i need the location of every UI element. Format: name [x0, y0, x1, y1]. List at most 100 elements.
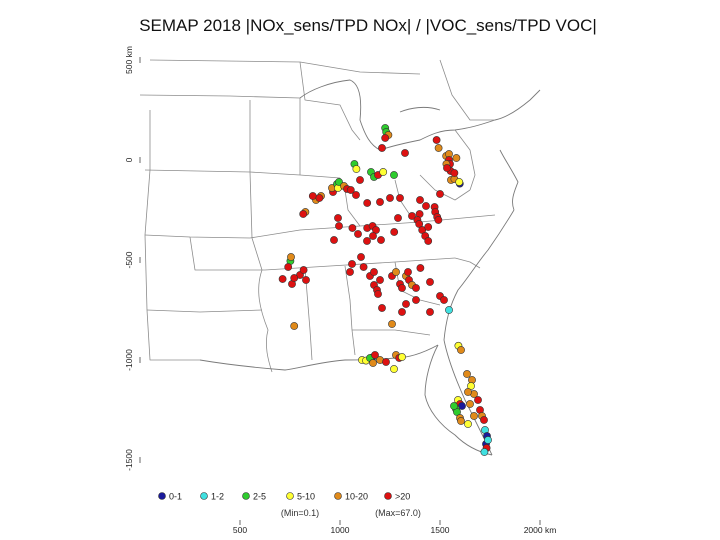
site-marker [386, 194, 394, 202]
site-marker [299, 266, 308, 274]
site-marker [369, 359, 377, 367]
map-title: SEMAP 2018 |NOx_sens/TPD NOx| / |VOC_sen… [139, 16, 597, 35]
site-marker [378, 144, 386, 152]
site-marker [426, 278, 434, 286]
site-marker [416, 196, 424, 204]
site-marker [424, 223, 433, 231]
site-marker [363, 199, 372, 207]
site-marker [392, 268, 400, 276]
site-marker [379, 168, 388, 176]
min-note: (Min=0.1) [281, 508, 319, 518]
site-marker [370, 268, 378, 276]
y-tick-label: -500 [124, 251, 134, 268]
legend-swatch [334, 492, 342, 500]
site-marker [346, 186, 355, 194]
legend-label: 0-1 [169, 492, 182, 502]
site-marker [426, 308, 434, 316]
site-marker [398, 284, 406, 292]
site-marker [284, 263, 293, 271]
y-tick-label: -1500 [124, 449, 134, 471]
site-marker [408, 212, 416, 220]
site-marker [376, 276, 384, 284]
site-marker [334, 214, 342, 222]
site-marker [457, 417, 465, 425]
site-marker [290, 274, 299, 282]
site-marker [390, 171, 398, 179]
site-marker [480, 448, 489, 456]
site-marker [348, 224, 357, 232]
site-marker [466, 400, 474, 408]
site-marker [424, 237, 433, 245]
site-marker [352, 165, 361, 173]
site-marker [394, 214, 402, 222]
y-tick-label: 500 km [124, 46, 134, 74]
site-marker [445, 306, 453, 314]
site-marker [450, 169, 459, 177]
site-marker [354, 230, 362, 238]
legend-label: 10-20 [345, 492, 368, 502]
legend-swatch [242, 492, 250, 500]
state-borders [139, 59, 541, 456]
site-marker [416, 264, 425, 272]
site-marker [464, 420, 472, 428]
legend-swatch [384, 492, 392, 500]
site-marker [302, 276, 310, 284]
legend-label: 1-2 [211, 492, 224, 502]
site-markers [278, 124, 492, 456]
site-marker [464, 388, 472, 396]
legend-label: 2-5 [253, 492, 266, 502]
legend: 0-1 1-2 2-5 5-10 10-20 >20 [158, 492, 410, 502]
site-marker [363, 237, 371, 245]
site-marker [357, 253, 365, 261]
site-marker [396, 194, 404, 202]
max-note: (Max=67.0) [375, 508, 421, 518]
site-marker [308, 192, 317, 200]
site-marker [412, 296, 420, 304]
site-marker [457, 346, 465, 354]
site-marker [434, 144, 443, 152]
site-marker [474, 396, 482, 404]
site-marker [388, 320, 396, 328]
site-marker [422, 202, 430, 210]
site-marker [315, 194, 324, 202]
site-marker [371, 351, 379, 359]
site-marker [455, 178, 464, 186]
site-marker [443, 164, 451, 172]
site-marker [484, 436, 492, 444]
x-axis: 500 1000 1500 2000 km [233, 520, 556, 535]
site-marker [434, 216, 443, 224]
site-marker [480, 416, 488, 424]
x-tick-label: 2000 km [524, 525, 557, 535]
site-marker [412, 284, 420, 292]
site-marker [382, 358, 390, 366]
plot-area: 500 km 0 -500 -1000 -1500 500 1000 1500 2000 km [124, 46, 556, 535]
x-tick-label: 1500 [431, 525, 450, 535]
site-marker [450, 402, 458, 410]
site-marker [374, 290, 382, 298]
site-marker [440, 296, 448, 304]
site-marker [381, 134, 390, 142]
site-marker [402, 300, 410, 308]
site-marker [278, 275, 287, 283]
site-marker [432, 136, 441, 144]
y-tick-label: 0 [124, 157, 134, 162]
x-tick-label: 500 [233, 525, 247, 535]
site-marker [463, 370, 471, 378]
site-marker [330, 236, 338, 244]
legend-swatch [200, 492, 208, 500]
site-marker [299, 210, 308, 218]
site-marker [376, 198, 384, 206]
site-marker [436, 190, 444, 198]
site-marker [404, 268, 412, 276]
x-tick-label: 1000 [331, 525, 350, 535]
site-marker [356, 176, 364, 184]
legend-swatch [158, 492, 166, 500]
site-marker [390, 365, 398, 373]
site-marker [401, 149, 409, 157]
site-marker [335, 222, 343, 230]
site-marker [398, 353, 406, 361]
site-marker [377, 236, 385, 244]
site-marker [369, 232, 377, 240]
y-axis: 500 km 0 -500 -1000 -1500 [124, 46, 141, 471]
